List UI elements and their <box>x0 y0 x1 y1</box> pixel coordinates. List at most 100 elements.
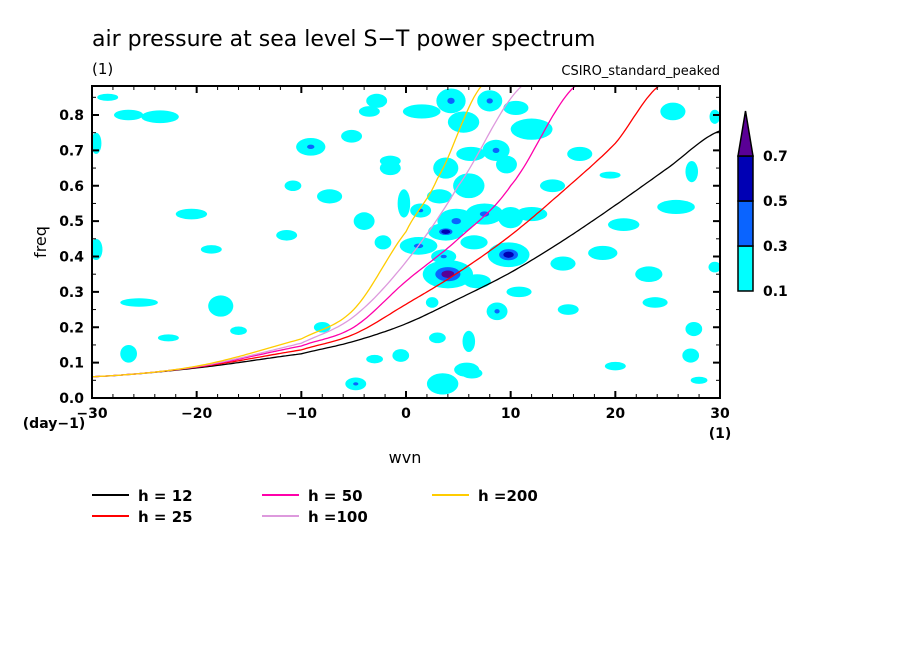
contour-blob <box>296 137 326 156</box>
contour-blob <box>660 102 686 121</box>
contour-level-0.1 <box>454 362 480 377</box>
contour-level-0.1 <box>604 361 626 371</box>
contour-blob <box>709 109 720 124</box>
chart-title: air pressure at sea level S−T power spec… <box>92 27 595 52</box>
contour-blob <box>642 297 668 308</box>
contour-level-0.1 <box>313 321 331 333</box>
contour-blob <box>397 189 411 218</box>
series-line <box>92 86 660 378</box>
y-tick-label: 0.0 <box>59 391 84 407</box>
contour-blob <box>374 235 392 250</box>
contour-blob <box>515 206 548 222</box>
legend: h = 12 h = 25 h = 50 h =100 h =200 <box>92 487 538 526</box>
contour-level-0.1 <box>284 180 302 192</box>
contour-blob <box>92 132 102 154</box>
colorbar-label: 0.1 <box>763 284 788 300</box>
contour-level-0.1 <box>276 229 298 241</box>
contour-level-0.1 <box>708 261 720 273</box>
contour-blob <box>431 249 457 264</box>
contour-blob <box>456 146 486 161</box>
contour-level-0.1 <box>456 146 486 161</box>
y-tick-label: 0.8 <box>59 108 84 124</box>
contour-level-0.1 <box>588 245 618 261</box>
x-tick-label: 0 <box>401 406 411 422</box>
contour-blob <box>635 266 663 282</box>
contour-level-0.1 <box>366 93 388 108</box>
contour-level-0.3 <box>494 309 500 314</box>
colorbar-segment <box>737 155 754 202</box>
x-tick-label: 20 <box>606 406 626 422</box>
contour-level-0.1 <box>447 111 480 133</box>
contour-blob <box>120 344 138 363</box>
contour-level-0.1 <box>353 212 375 230</box>
legend-item: h = 12 <box>92 487 193 505</box>
contour-level-0.1 <box>341 129 363 143</box>
contour-level-0.1 <box>503 100 529 116</box>
contour-blob <box>604 361 626 371</box>
x-tick-label: 30 <box>710 406 730 422</box>
contour-level-0.1 <box>515 206 548 222</box>
contour-blob <box>463 274 491 289</box>
contour-level-0.1 <box>113 109 144 121</box>
contour-blob <box>422 260 473 289</box>
contour-level-0.1 <box>608 218 640 232</box>
contour-blob <box>685 321 703 337</box>
contour-blob <box>465 203 504 225</box>
contour-blob <box>433 157 459 179</box>
contour-level-0.3 <box>353 382 359 386</box>
contour-level-0.1 <box>425 297 439 308</box>
contour-level-0.1 <box>92 238 103 261</box>
colorbar-label: 0.5 <box>763 194 788 210</box>
contour-blob <box>402 104 441 119</box>
legend-item: h =200 <box>432 487 538 505</box>
contour-blob <box>425 297 439 308</box>
contour-blob <box>690 376 708 384</box>
contour-level-0.1 <box>433 157 459 179</box>
contour-blob <box>92 238 103 261</box>
contour-level-0.1 <box>709 109 720 124</box>
contour-blob <box>608 218 640 232</box>
contour-blob <box>599 171 621 179</box>
contour-level-0.1 <box>557 304 579 315</box>
contour-level-0.1 <box>685 321 703 337</box>
contour-blob <box>550 256 576 271</box>
x-units-label: (1) <box>709 426 732 442</box>
contour-blob <box>317 189 343 204</box>
contour-level-0.1 <box>402 104 441 119</box>
contour-blob <box>392 349 410 362</box>
contour-blob <box>313 321 331 333</box>
contour-blob <box>477 90 503 112</box>
contour-level-0.3 <box>492 147 500 154</box>
contour-blob <box>429 332 446 344</box>
contour-blob <box>157 334 179 342</box>
contour-level-0.1 <box>660 102 686 121</box>
y-tick-label: 0.1 <box>59 356 84 372</box>
contour-blob <box>708 261 720 273</box>
contour-blob <box>284 180 302 192</box>
series-line <box>92 86 577 378</box>
x-tick-label: −20 <box>181 406 212 422</box>
legend-item: h = 50 <box>262 487 363 505</box>
contour-blob <box>487 242 530 268</box>
contour-blob <box>453 173 485 199</box>
contour-level-0.1 <box>200 245 222 254</box>
contour-level-0.1 <box>682 348 700 363</box>
contour-level-0.1 <box>208 295 234 317</box>
contour-level-0.1 <box>460 235 488 250</box>
legend-item: h = 25 <box>92 508 193 526</box>
y-tick-label: 0.4 <box>59 250 84 266</box>
contour-level-0.7 <box>441 270 455 278</box>
contour-level-0.3 <box>307 144 315 150</box>
contour-level-0.3 <box>447 97 455 104</box>
contour-level-0.1 <box>550 256 576 271</box>
x-axis-label: wvn <box>389 448 422 467</box>
contour-level-0.1 <box>317 189 343 204</box>
contour-blob <box>366 93 388 108</box>
y-axis-label: freq <box>31 226 50 258</box>
colorbar-segment <box>737 200 754 247</box>
contour-blob <box>685 160 699 183</box>
colorbar-label: 0.3 <box>763 239 788 255</box>
contour-level-0.1 <box>496 155 517 174</box>
contour-level-0.1 <box>426 189 453 204</box>
contour-blob <box>358 106 380 117</box>
